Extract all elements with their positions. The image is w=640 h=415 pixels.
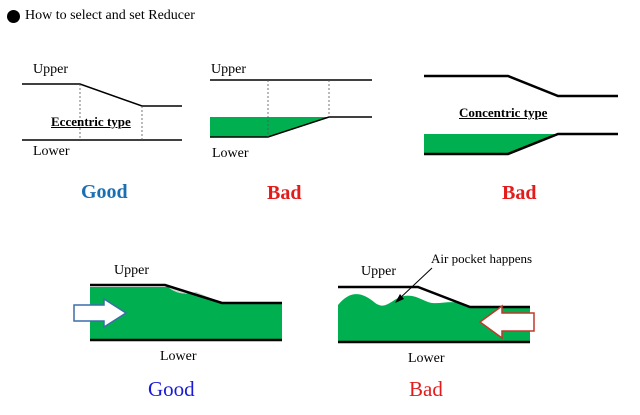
diagram1-upper-label: Upper <box>33 62 68 77</box>
diagram3-verdict: Bad <box>502 182 537 204</box>
diagram1-verdict: Good <box>81 181 128 203</box>
diagram2-verdict: Bad <box>267 182 302 204</box>
diagram2-lower-label: Lower <box>212 146 249 161</box>
eccentric-bad-figure <box>210 79 372 138</box>
diagram5-verdict: Bad <box>409 377 443 401</box>
eccentric-type-label: Eccentric type <box>51 114 131 129</box>
flow-good-figure <box>90 283 282 342</box>
concentric-bad-figure <box>424 74 618 156</box>
air-pocket-callout: Air pocket happens <box>431 251 533 266</box>
eccentric-good-figure <box>22 83 182 141</box>
flow-arrow-left-icon <box>478 304 535 340</box>
diagram4-upper-label: Upper <box>114 263 149 278</box>
diagram5-upper-label: Upper <box>361 264 396 279</box>
diagram4-verdict: Good <box>148 377 195 401</box>
page-title: How to select and set Reducer <box>25 8 195 23</box>
flow-arrow-right-icon <box>73 297 128 329</box>
concentric-type-label: Concentric type <box>459 105 548 120</box>
bullet-icon <box>7 10 20 23</box>
diagram1-lower-label: Lower <box>33 144 70 159</box>
diagram4-lower-label: Lower <box>160 349 197 364</box>
flow-bad-figure <box>338 267 530 344</box>
diagram2-upper-label: Upper <box>211 62 246 77</box>
diagram5-lower-label: Lower <box>408 351 445 366</box>
